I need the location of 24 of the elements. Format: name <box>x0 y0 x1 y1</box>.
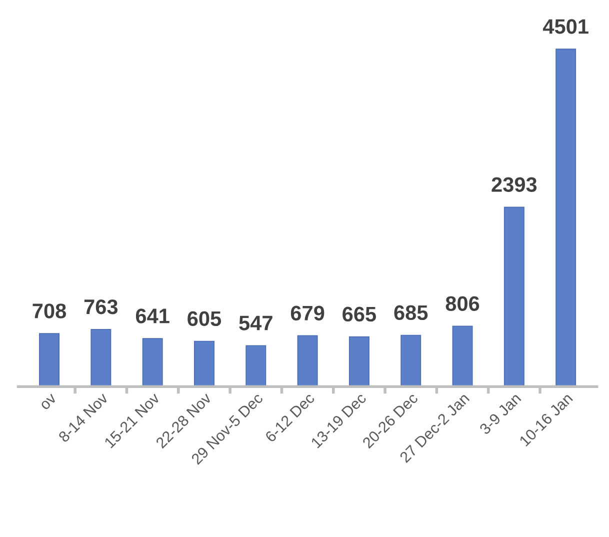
bar <box>348 336 370 387</box>
data-label: 763 <box>84 299 118 314</box>
x-tick-label: 3-9 Jan <box>478 392 522 436</box>
data-label: 2393 <box>492 177 537 192</box>
data-label: 665 <box>342 306 376 322</box>
bar <box>194 340 214 387</box>
data-label: 806 <box>446 296 480 311</box>
data-label: 708 <box>32 304 66 318</box>
bar <box>142 338 163 387</box>
data-label: 679 <box>290 306 324 320</box>
bar <box>556 48 576 387</box>
x-tick-label: ov <box>40 394 58 410</box>
data-label: 547 <box>239 316 272 330</box>
bar <box>246 345 266 387</box>
bar <box>297 335 318 387</box>
data-label: 641 <box>136 308 170 324</box>
bar <box>400 334 422 387</box>
data-label: 685 <box>394 305 428 320</box>
bar <box>452 326 473 387</box>
bar <box>90 329 112 387</box>
data-label: 605 <box>188 311 222 326</box>
bar <box>39 333 60 387</box>
bar <box>504 206 524 387</box>
data-label: 4501 <box>542 19 588 34</box>
